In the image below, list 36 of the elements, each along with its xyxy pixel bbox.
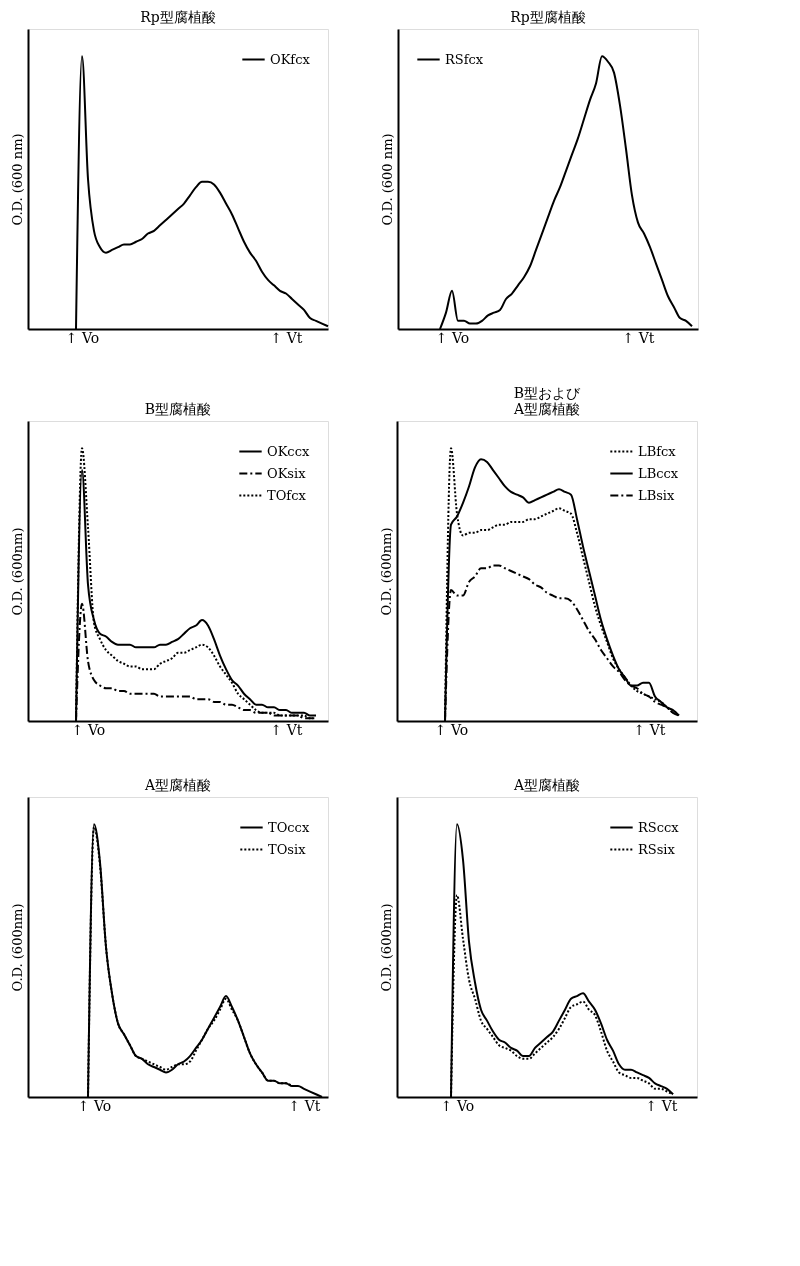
x-tick-label: ↑ Vo: [77, 1097, 112, 1114]
legend-label: TOsix: [268, 841, 307, 857]
y-axis-title: O.D. (600nm): [378, 903, 394, 992]
x-tick-label: ↑ Vt: [270, 721, 303, 738]
y-axis-title: O.D. (600nm): [9, 903, 25, 992]
legend-label: TOccx: [268, 819, 310, 835]
y-axis-title: O.D. (600 nm): [9, 133, 25, 226]
legend-label: RSsix: [638, 841, 676, 857]
chart-title: Rp型腐植酸: [510, 9, 586, 25]
x-tick-label: ↑ Vo: [435, 329, 470, 346]
legend-label: LBsix: [638, 487, 676, 503]
x-tick-label: ↑ Vo: [71, 721, 106, 738]
x-tick-label: ↑ Vt: [645, 1097, 678, 1114]
x-tick-label: ↑ Vo: [65, 329, 100, 346]
x-tick-label: ↑ Vt: [633, 721, 666, 738]
x-tick-label: ↑ Vt: [270, 329, 303, 346]
chart-title: A型腐植酸: [512, 777, 581, 793]
legend-label: OKccx: [267, 443, 310, 459]
y-axis-title: O.D. (600nm): [378, 527, 394, 616]
chart-title: B型腐植酸: [144, 401, 212, 417]
legend-label: OKsix: [267, 465, 307, 481]
chart-title: A型腐植酸: [143, 777, 212, 793]
x-tick-label: ↑ Vt: [622, 329, 655, 346]
legend-label: RSccx: [638, 819, 680, 835]
y-axis-title: O.D. (600 nm): [379, 133, 395, 226]
x-tick-label: ↑ Vt: [288, 1097, 321, 1114]
legend-label: RSfcx: [445, 51, 484, 67]
x-tick-label: ↑ Vo: [440, 1097, 475, 1114]
chart-title: Rp型腐植酸: [140, 9, 216, 25]
chart-title: B型および A型腐植酸: [512, 385, 582, 417]
legend-label: LBccx: [638, 465, 679, 481]
legend-label: LBfcx: [638, 443, 677, 459]
legend-label: TOfcx: [267, 487, 307, 503]
x-tick-label: ↑ Vo: [434, 721, 469, 738]
legend-label: OKfcx: [270, 51, 311, 67]
y-axis-title: O.D. (600nm): [9, 527, 25, 616]
